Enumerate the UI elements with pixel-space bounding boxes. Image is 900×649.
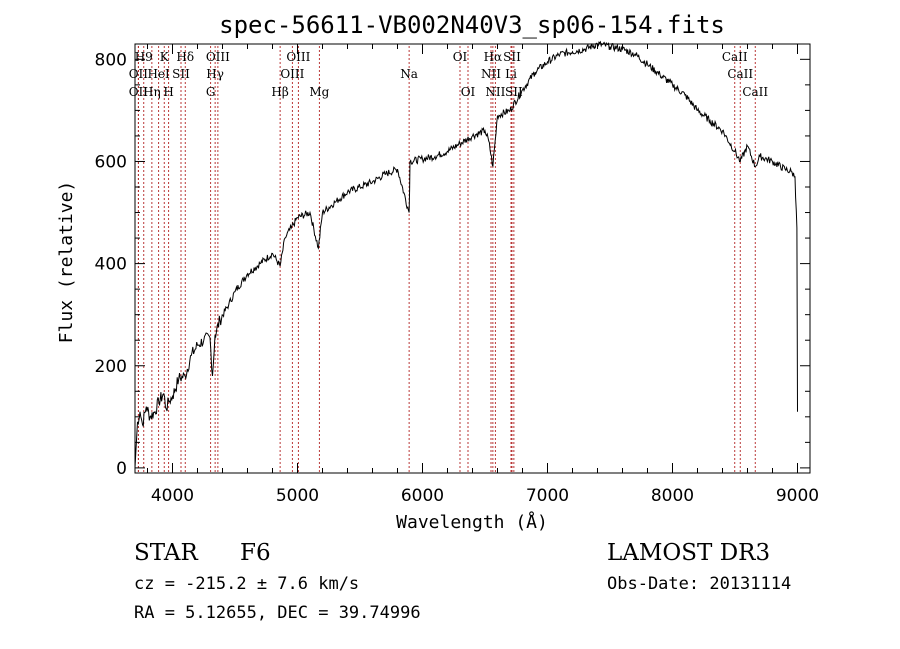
spectral-line-labels: OIIH9OIIHηHeIKSIIHHδGHγOIIIHβOIIIOIIIMgN… (129, 50, 769, 99)
line-label-10: Hγ (206, 67, 224, 81)
line-label-3: Hη (143, 85, 161, 99)
line-label-20: Hα (484, 50, 503, 64)
line-label-14: OIII (286, 50, 310, 64)
coordinates-text: RA = 5.12655, DEC = 39.74996 (134, 603, 421, 623)
line-label-21: NII (485, 85, 505, 99)
line-label-12: Hβ (271, 85, 288, 99)
redshift-text: cz = -215.2 ± 7.6 km/s (134, 574, 360, 594)
object-subclass: F6 (240, 540, 271, 566)
line-label-15: Mg (309, 85, 329, 99)
chart-title: spec-56611-VB002N40V3_sp06-154.fits (219, 11, 725, 39)
x-tick-label-2: 6000 (401, 486, 444, 506)
y-tick-label-3: 600 (95, 152, 127, 172)
line-label-1: H9 (135, 50, 153, 64)
line-label-2: OII (129, 67, 149, 81)
y-axis-title: Flux (relative) (56, 181, 77, 344)
line-label-22: SII (503, 50, 521, 64)
line-label-25: CaII (722, 50, 748, 64)
line-label-5: K (160, 50, 170, 64)
line-label-26: CaII (727, 67, 753, 81)
x-axis-ticks: 4000 5000 6000 7000 8000 9000 (147, 44, 819, 506)
x-tick-label-0: 4000 (151, 486, 194, 506)
line-label-23: Li (505, 67, 517, 81)
x-tick-label-1: 5000 (276, 486, 319, 506)
line-label-18: OI (461, 85, 476, 99)
survey-name: LAMOST DR3 (607, 540, 771, 566)
x-tick-label-4: 8000 (651, 486, 694, 506)
object-class: STAR (134, 540, 198, 566)
line-label-16: Na (400, 67, 418, 81)
spectrum-series (134, 40, 798, 468)
line-label-17: OI (453, 50, 468, 64)
line-label-27: CaII (742, 85, 768, 99)
x-axis-title: Wavelength (Å) (396, 511, 548, 533)
line-label-19: NII (481, 67, 501, 81)
y-tick-label-4: 800 (95, 50, 127, 70)
line-label-11: OIII (206, 50, 230, 64)
line-label-8: Hδ (176, 50, 194, 64)
spectral-line-markers (137, 46, 756, 473)
line-label-0: OII (129, 85, 149, 99)
line-label-4: HeI (147, 67, 170, 81)
y-tick-label-1: 200 (95, 357, 127, 377)
line-label-7: H (163, 85, 173, 99)
plot-frame (134, 43, 811, 474)
line-label-9: G (206, 85, 216, 99)
line-label-6: SII (172, 67, 190, 81)
y-tick-label-0: 0 (116, 459, 127, 479)
observation-date: Obs-Date: 20131114 (607, 574, 792, 594)
y-axis-ticks: 0 200 400 600 800 (95, 50, 810, 479)
line-label-13: OIII (280, 67, 304, 81)
y-tick-label-2: 400 (95, 255, 127, 275)
x-tick-label-3: 7000 (526, 486, 569, 506)
x-tick-label-5: 9000 (776, 486, 819, 506)
